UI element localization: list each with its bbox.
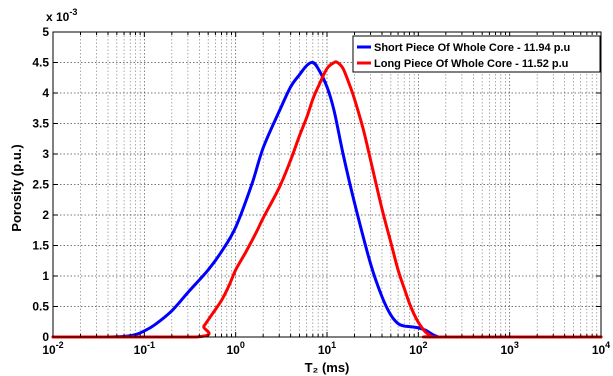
- x-tick-label-exponent: -2: [56, 340, 64, 350]
- x-tick-label: 102: [409, 340, 427, 357]
- y-tick-label: 1: [42, 269, 49, 283]
- x-tick-label-base: 10: [592, 343, 606, 357]
- ticks-layer: 10-2 10-1 100 101 102 103 10400.511.522.533.54…: [32, 25, 610, 357]
- x-tick-label: 103: [500, 340, 518, 357]
- x-tick-label-base: 10: [42, 343, 56, 357]
- x-tick-label-exponent: 0: [240, 340, 245, 350]
- x-tick-label-exponent: -1: [147, 340, 155, 350]
- x-tick-label: 10-2: [42, 340, 63, 357]
- x-tick-label: 101: [318, 340, 336, 357]
- y-axis-label-text: Porosity (p.u.): [9, 144, 24, 231]
- x-tick-label: 104: [592, 340, 610, 357]
- x-axis-label-text: T₂ (ms): [305, 360, 350, 375]
- series-line-2: [51, 60, 603, 339]
- y-tick-label: 4: [42, 86, 49, 100]
- y-tick-label: 2: [42, 208, 49, 222]
- y-multiplier-label: x 10-3: [46, 7, 77, 24]
- y-tick-label: 1.5: [32, 239, 49, 253]
- grid-layer: [52, 31, 602, 338]
- x-tick-label: 100: [226, 340, 244, 357]
- x-tick-label-exponent: 3: [514, 340, 519, 350]
- y-tick-label: 5: [42, 25, 49, 39]
- x-axis-label: T₂ (ms): [305, 360, 350, 375]
- y-multiplier-exponent: -3: [69, 7, 77, 17]
- x-tick-label-base: 10: [134, 343, 148, 357]
- y-axis-label: Porosity (p.u.): [9, 144, 24, 231]
- legend-box: [352, 35, 601, 73]
- y-tick-label: 3: [42, 147, 49, 161]
- x-tick-label-base: 10: [226, 343, 240, 357]
- y-tick-label: 3.5: [32, 117, 49, 131]
- legend: Short Piece Of Whole Core - 11.94 p.u Lo…: [352, 35, 601, 73]
- y-tick-label: 0.5: [32, 300, 49, 314]
- legend-label-series-2: Long Piece Of Whole Core - 11.52 p.u: [374, 58, 568, 70]
- x-tick-label-exponent: 4: [605, 340, 610, 350]
- x-tick-label-base: 10: [318, 343, 332, 357]
- legend-label-series-1: Short Piece Of Whole Core - 11.94 p.u: [374, 42, 570, 54]
- x-tick-label-exponent: 1: [331, 340, 336, 350]
- x-tick-label-exponent: 2: [423, 340, 428, 350]
- y-multiplier-base: x 10: [46, 10, 70, 24]
- y-tick-label: 2.5: [32, 178, 49, 192]
- series-line-1: [51, 60, 603, 339]
- y-tick-label: 4.5: [32, 56, 49, 70]
- series-layer: [51, 60, 603, 339]
- x-tick-label-base: 10: [500, 343, 514, 357]
- x-tick-label-base: 10: [409, 343, 423, 357]
- x-tick-label: 10-1: [134, 340, 155, 357]
- y-tick-label: 0: [42, 330, 49, 344]
